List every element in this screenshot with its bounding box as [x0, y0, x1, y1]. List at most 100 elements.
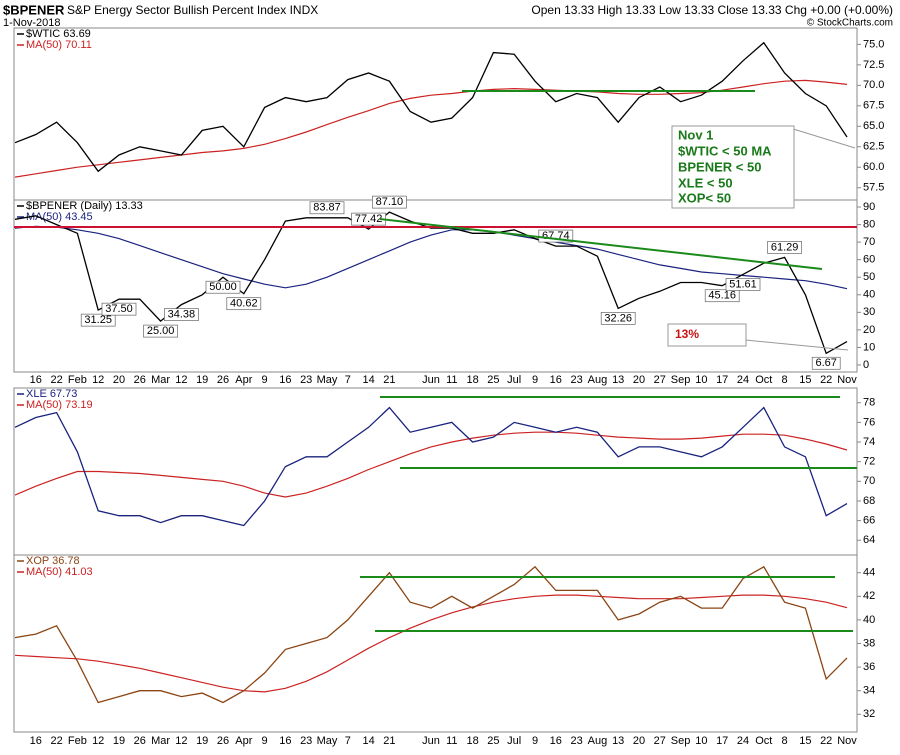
- series-line: [14, 565, 848, 704]
- x-tick-label: May: [317, 374, 338, 386]
- panel-frame: [13, 199, 858, 373]
- value-label-box: [80, 313, 116, 327]
- x-tick-label: 12: [92, 735, 104, 747]
- value-label: 77.42: [355, 213, 383, 225]
- note: XLE < 50: [678, 175, 733, 190]
- value-label-box: [226, 297, 262, 311]
- symbol: $BPENER: [3, 2, 65, 17]
- y-tick-label: 42: [863, 590, 875, 602]
- x-tick-label: 22: [820, 374, 832, 386]
- note-box: [671, 125, 795, 209]
- x-tick-label: 8: [782, 374, 788, 386]
- y-tick-label: 72: [863, 456, 875, 468]
- value-label: 50.00: [209, 281, 237, 293]
- connector: [789, 127, 856, 149]
- series-line: [14, 211, 848, 355]
- y-tick-label: 75.0: [863, 38, 884, 50]
- x-tick-label: 20: [633, 735, 645, 747]
- x-tick-label: 16: [30, 735, 42, 747]
- y-tick-label: 65.0: [863, 120, 884, 132]
- x-tick-label: 17: [716, 374, 728, 386]
- value-label: 83.87: [313, 202, 341, 214]
- series-line: [14, 594, 848, 693]
- value-label: 6.67: [815, 357, 836, 369]
- value-label-box: [309, 201, 345, 215]
- value-label-box: [205, 280, 241, 294]
- y-tick-label: 90: [863, 201, 875, 213]
- y-tick-label: 62.5: [863, 141, 884, 153]
- note-box: [667, 323, 747, 347]
- value-label: 37.50: [105, 303, 133, 315]
- legend-entry: XLE 67.73: [26, 388, 77, 400]
- y-tick-label: 60.0: [863, 161, 884, 173]
- x-tick-label: May: [317, 735, 338, 747]
- x-tick-label: 26: [134, 374, 146, 386]
- x-tick-label: Jul: [507, 735, 521, 747]
- x-tick-label: 14: [362, 374, 374, 386]
- x-tick-label: 21: [383, 374, 395, 386]
- x-tick-label: 25: [487, 735, 499, 747]
- x-tick-label: Nov: [837, 735, 857, 747]
- value-label-box: [704, 289, 740, 303]
- y-tick-label: 74: [863, 436, 875, 448]
- x-tick-label: 10: [695, 735, 707, 747]
- connector: [744, 339, 849, 351]
- x-tick-label: Apr: [235, 735, 252, 747]
- x-tick-label: 15: [799, 374, 811, 386]
- x-tick-label: 26: [217, 735, 229, 747]
- x-tick-label: 12: [92, 374, 104, 386]
- y-tick-label: 20: [863, 324, 875, 336]
- x-tick-label: 14: [362, 735, 374, 747]
- x-tick-label: Apr: [235, 374, 252, 386]
- x-tick-label: 9: [262, 735, 268, 747]
- y-tick-label: 40: [863, 614, 875, 626]
- x-tick-label: 17: [716, 735, 728, 747]
- x-tick-label: Nov: [837, 374, 857, 386]
- y-tick-label: 38: [863, 637, 875, 649]
- x-tick-label: 12: [175, 374, 187, 386]
- y-tick-label: 70: [863, 236, 875, 248]
- x-tick-label: Sep: [671, 735, 691, 747]
- y-tick-label: 80: [863, 218, 875, 230]
- x-tick-label: 7: [345, 735, 351, 747]
- y-tick-label: 60: [863, 254, 875, 266]
- x-tick-label: 13: [612, 374, 624, 386]
- x-tick-label: 24: [737, 735, 749, 747]
- x-tick-label: 16: [30, 374, 42, 386]
- value-label: 87.10: [376, 196, 404, 208]
- x-tick-label: Oct: [755, 374, 772, 386]
- x-tick-label: Jun: [422, 735, 440, 747]
- x-tick-label: 10: [695, 374, 707, 386]
- value-label-box: [811, 356, 841, 370]
- x-tick-label: 16: [550, 735, 562, 747]
- legend-entry: $BPENER (Daily) 13.33: [26, 200, 143, 212]
- x-tick-label: Mar: [151, 735, 170, 747]
- x-tick-label: 22: [50, 735, 62, 747]
- panel-frame: [13, 387, 858, 556]
- x-tick-label: 19: [196, 374, 208, 386]
- value-label: 61.29: [771, 241, 799, 253]
- x-tick-label: 23: [300, 735, 312, 747]
- y-tick-label: 30: [863, 306, 875, 318]
- value-label: 34.38: [168, 309, 196, 321]
- y-tick-label: 76: [863, 416, 875, 428]
- value-label: 45.16: [708, 290, 736, 302]
- trendline: [379, 218, 823, 270]
- legend-entry: MA(50) 70.11: [26, 39, 92, 51]
- note: XOP< 50: [678, 190, 731, 205]
- x-tick-label: 23: [570, 735, 582, 747]
- x-tick-label: 11: [446, 735, 457, 747]
- x-tick-label: Jul: [507, 374, 521, 386]
- value-label: 25.00: [147, 325, 175, 337]
- x-tick-label: 7: [345, 374, 351, 386]
- x-tick-label: 9: [532, 374, 538, 386]
- value-label-box: [143, 324, 178, 338]
- y-tick-label: 32: [863, 708, 875, 720]
- value-label-box: [101, 302, 137, 316]
- x-tick-label: 18: [466, 374, 478, 386]
- x-tick-label: 24: [737, 374, 749, 386]
- legend-entry: XOP 36.78: [26, 555, 80, 567]
- x-tick-label: 25: [487, 374, 499, 386]
- x-tick-label: 26: [217, 374, 229, 386]
